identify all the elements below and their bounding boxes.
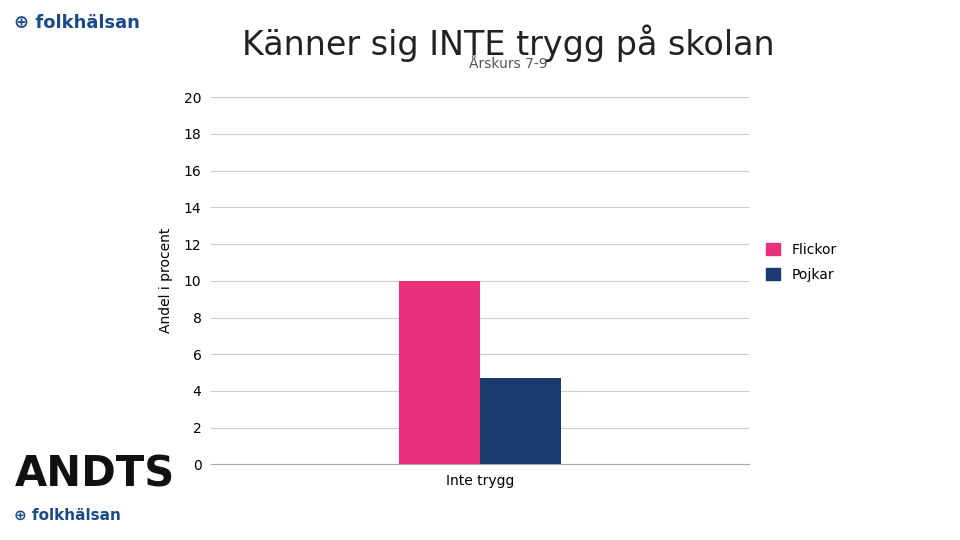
Text: ANDTS: ANDTS (14, 454, 175, 496)
Legend: Flickor, Pojkar: Flickor, Pojkar (766, 243, 837, 282)
Y-axis label: Andel i procent: Andel i procent (158, 228, 173, 334)
Text: Känner sig INTE trygg på skolan: Känner sig INTE trygg på skolan (243, 24, 775, 62)
Bar (399, 281, 480, 464)
Text: Årskurs 7-9: Årskurs 7-9 (469, 57, 548, 71)
Text: ⊕ folkhälsan: ⊕ folkhälsan (14, 14, 140, 31)
Bar (480, 378, 561, 464)
Text: ⊕ folkhälsan: ⊕ folkhälsan (14, 508, 121, 523)
